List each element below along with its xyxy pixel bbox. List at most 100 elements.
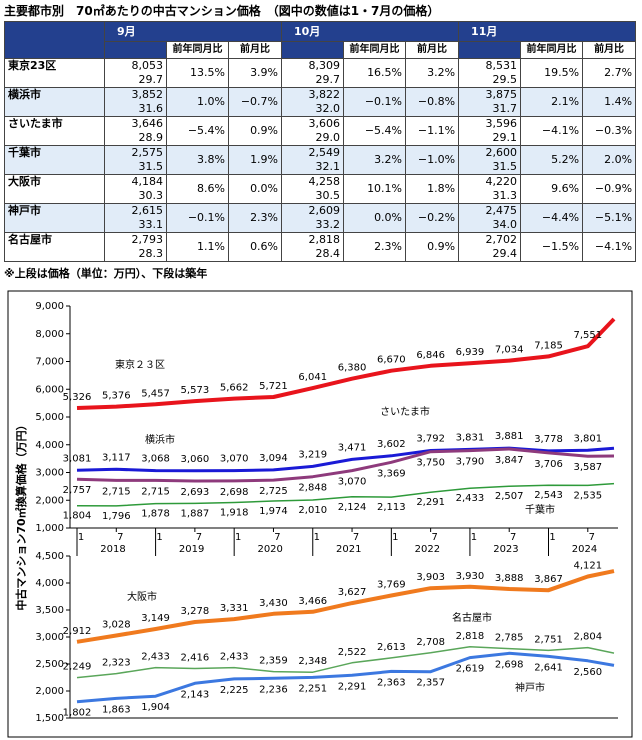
data-label: 3,081 (63, 453, 92, 464)
data-label: 2,785 (495, 633, 524, 644)
header-cell (104, 41, 167, 59)
yoy: −5.4% (166, 116, 229, 146)
price: 2,702 (458, 232, 522, 247)
data-label: 1,904 (141, 702, 170, 713)
yoy: 1.1% (166, 232, 229, 262)
age: 29.1 (458, 131, 522, 146)
header-cell (281, 41, 345, 59)
price: 3,852 (104, 87, 167, 102)
y-tick-label: 6,000 (35, 384, 64, 395)
age: 30.3 (104, 189, 167, 204)
data-label: 1,863 (102, 704, 131, 715)
city: さいたま市 (4, 116, 105, 146)
city: 横浜市 (4, 87, 105, 117)
data-label: 3,331 (220, 603, 249, 614)
price: 2,549 (281, 145, 345, 160)
data-label: 2,708 (416, 637, 445, 648)
series-name: さいたま市 (380, 405, 430, 418)
age: 31.7 (458, 102, 522, 117)
data-label: 2,543 (534, 490, 563, 501)
data-label: 1,887 (181, 508, 210, 519)
series-line (76, 646, 615, 679)
x-tick-label: 1 (392, 532, 398, 543)
x-tick-label: 7 (117, 532, 123, 543)
data-label: 3,778 (534, 434, 563, 445)
mom: −0.8% (405, 87, 460, 117)
y-tick-label: 7,000 (35, 357, 64, 368)
price: 2,600 (458, 145, 522, 160)
yoy: 1.0% (166, 87, 229, 117)
data-label: 3,930 (456, 571, 485, 582)
year-label: 2021 (336, 544, 361, 555)
mom: −0.9% (582, 174, 637, 204)
row: 30.3 30.5 31.3 (5, 189, 636, 204)
series-line (76, 446, 615, 473)
mom: 3.9% (227, 58, 283, 88)
data-label: 5,457 (141, 388, 170, 399)
data-label: 5,662 (220, 383, 249, 394)
row: 神戸市 2,615 −0.1% 2.3% 2,609 0.0% −0.2% 2,475 −4.4… (4, 203, 637, 233)
data-label: 2,560 (573, 667, 602, 678)
data-label: 2,433 (220, 652, 249, 663)
data-label: 2,249 (63, 662, 92, 673)
age: 33.2 (281, 218, 345, 233)
data-label: 3,881 (495, 431, 524, 442)
yoy: 9.6% (520, 174, 584, 204)
mom: 3.2% (405, 58, 460, 88)
data-label: 7,551 (573, 330, 602, 341)
month-header: 11月 (458, 20, 637, 43)
yoy: −0.1% (166, 203, 229, 233)
age: 28.3 (104, 247, 167, 262)
y-tick-label: 4,000 (35, 440, 64, 451)
data-label: 3,831 (456, 432, 485, 443)
data-label: 2,848 (298, 483, 327, 494)
yoy: 10.1% (343, 174, 407, 204)
yoy: −5.4% (343, 116, 407, 146)
price: 8,531 (458, 58, 522, 73)
yoy: 2.1% (520, 87, 584, 117)
y-tick-label: 4,500 (35, 551, 64, 562)
data-label: 6,939 (456, 347, 485, 358)
age: 29.7 (104, 73, 167, 88)
data-label: 3,888 (495, 573, 524, 584)
data-label: 2,715 (141, 486, 170, 497)
data-label: 2,323 (102, 658, 131, 669)
city: 東京23区 (4, 58, 105, 88)
mom: 1.8% (405, 174, 460, 204)
row: 28.9 29.0 29.1 (5, 131, 636, 146)
row: 29.7 29.7 29.5 (5, 73, 636, 88)
series-line (76, 569, 615, 644)
mom: −1.1% (405, 116, 460, 146)
data-label: 3,028 (102, 619, 131, 630)
age: 32.0 (281, 102, 345, 117)
year-label: 2024 (572, 544, 597, 555)
data-label: 2,725 (259, 486, 288, 497)
data-label: 2,348 (298, 656, 327, 667)
data-label: 7,185 (534, 340, 563, 351)
row: 千葉市 2,575 3.8% 1.9% 2,549 3.2% −1.0% 2,600 5.2% 2… (4, 145, 637, 175)
mom: −1.0% (405, 145, 460, 175)
data-label: 3,867 (534, 574, 563, 585)
header-row: 前年同月比 前月比 前年同月比 前月比 前年同月比 前月比 (5, 41, 637, 59)
price: 3,822 (281, 87, 345, 102)
data-label: 3,750 (416, 458, 445, 469)
data-label: 2,236 (259, 684, 288, 695)
series-name: 名古屋市 (452, 611, 492, 624)
data-label: 3,430 (259, 598, 288, 609)
y-tick-label: 4,000 (35, 578, 64, 589)
data-label: 2,359 (259, 656, 288, 667)
yoy: 3.2% (343, 145, 407, 175)
row: さいたま市 3,646 −5.4% 0.9% 3,606 −5.4% −1.1% 3,596−… (4, 116, 637, 146)
age: 33.1 (104, 218, 167, 233)
data-label: 1,802 (63, 708, 92, 719)
row: 31.6 32.0 31.7 (5, 102, 636, 117)
x-tick-label: 7 (353, 532, 359, 543)
price: 4,258 (281, 174, 345, 189)
x-tick-label: 1 (156, 532, 162, 543)
price: 2,793 (104, 232, 167, 247)
y-tick-label: 2,000 (35, 495, 64, 506)
yoy-header: 前年同月比 (166, 41, 229, 59)
data-label: 1,918 (220, 508, 249, 519)
data-label: 2,522 (338, 647, 367, 658)
y-tick-label: 5,000 (35, 412, 64, 423)
